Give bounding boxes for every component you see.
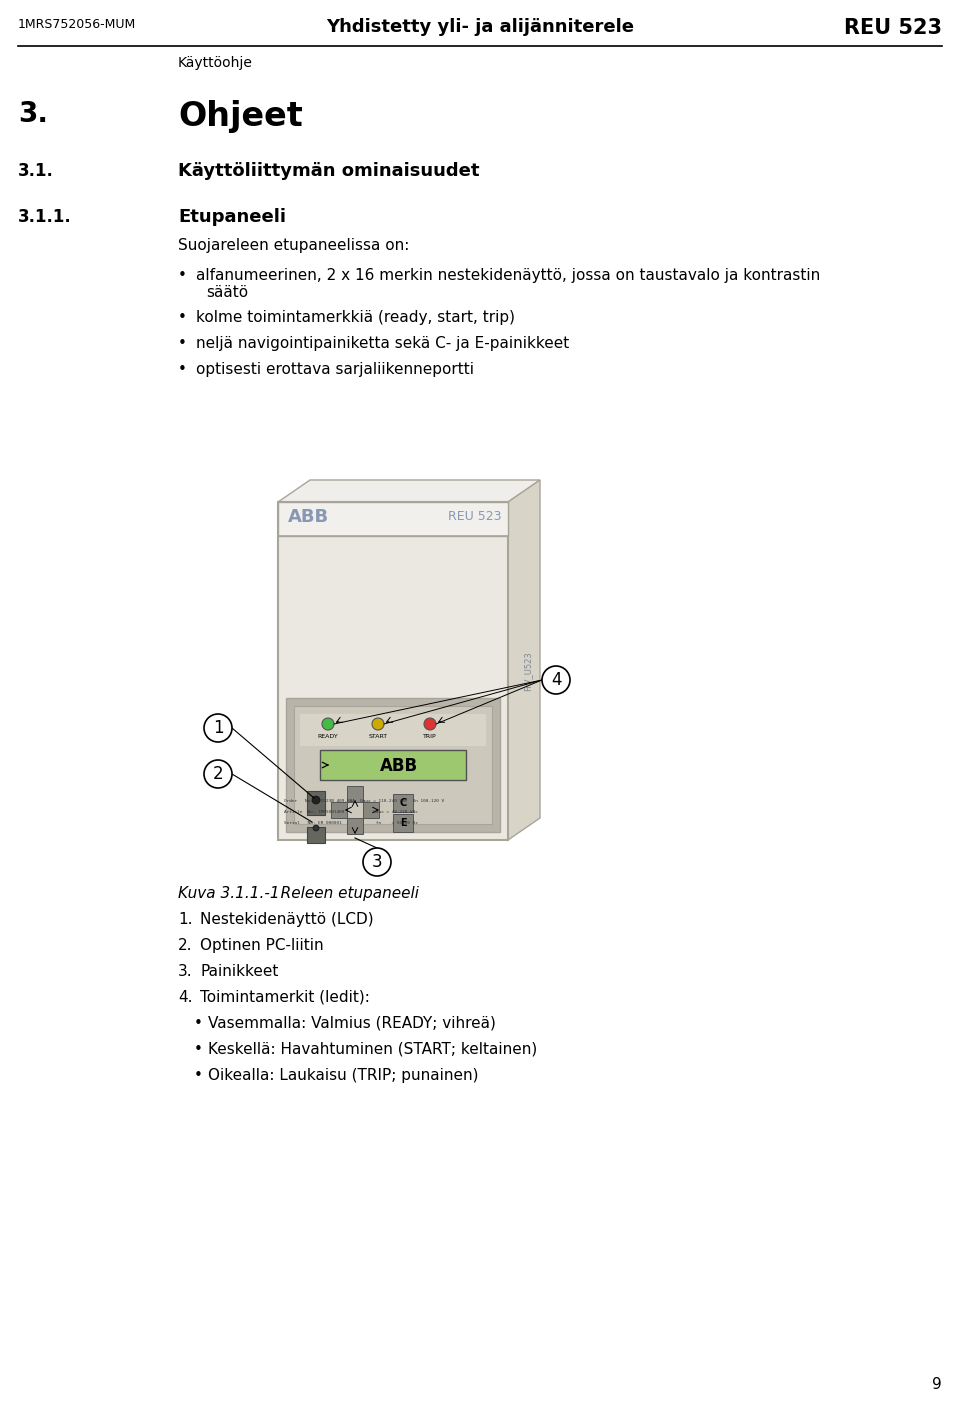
Circle shape xyxy=(312,796,320,803)
FancyBboxPatch shape xyxy=(320,750,466,779)
Text: 3.1.: 3.1. xyxy=(18,162,54,179)
Text: 4.: 4. xyxy=(178,990,193,1005)
Text: 1MRS752056-MUM: 1MRS752056-MUM xyxy=(18,18,136,31)
Text: Käyttöohje: Käyttöohje xyxy=(178,56,252,71)
FancyBboxPatch shape xyxy=(278,503,508,537)
FancyBboxPatch shape xyxy=(300,714,486,746)
Text: •: • xyxy=(178,311,187,325)
Text: Releen etupaneeli: Releen etupaneeli xyxy=(266,885,419,901)
Text: Oikealla: Laukaisu (TRIP; punainen): Oikealla: Laukaisu (TRIP; punainen) xyxy=(208,1067,478,1083)
Text: alfanumeerinen, 2 x 16 merkin nestekidenäyttö, jossa on taustavalo ja kontrastin: alfanumeerinen, 2 x 16 merkin nestekiden… xyxy=(196,268,820,282)
Text: Käyttöliittymän ominaisuudet: Käyttöliittymän ominaisuudet xyxy=(178,162,479,179)
Text: •: • xyxy=(194,1067,203,1083)
Text: Kuva 3.1.1.-1: Kuva 3.1.1.-1 xyxy=(178,885,279,901)
Text: 9: 9 xyxy=(932,1377,942,1392)
Text: REU 523: REU 523 xyxy=(844,18,942,38)
FancyBboxPatch shape xyxy=(347,786,363,802)
Text: Serial   No: ER 000001             fn    = 50/60 Hz: Serial No: ER 000001 fn = 50/60 Hz xyxy=(284,820,418,825)
Text: C: C xyxy=(399,798,407,808)
Text: Suojareleen etupaneelissa on:: Suojareleen etupaneelissa on: xyxy=(178,239,409,253)
Circle shape xyxy=(204,760,232,788)
Circle shape xyxy=(363,849,391,875)
Text: Ohjeet: Ohjeet xyxy=(178,100,302,133)
Text: E: E xyxy=(399,818,406,827)
Text: Toimintamerkit (ledit):: Toimintamerkit (ledit): xyxy=(200,990,370,1005)
FancyBboxPatch shape xyxy=(278,503,508,840)
Text: ABB: ABB xyxy=(380,757,418,775)
Text: •: • xyxy=(178,361,187,377)
Circle shape xyxy=(313,825,319,832)
Text: READY: READY xyxy=(318,734,338,738)
Text: 3.1.1.: 3.1.1. xyxy=(18,208,72,226)
Text: optisesti erottava sarjaliikenneportti: optisesti erottava sarjaliikenneportti xyxy=(196,361,474,377)
Text: Keskellä: Havahtuminen (START; keltainen): Keskellä: Havahtuminen (START; keltainen… xyxy=(208,1042,538,1058)
FancyBboxPatch shape xyxy=(331,802,347,818)
FancyBboxPatch shape xyxy=(347,818,363,834)
Text: neljä navigointipainiketta sekä C- ja E-painikkeet: neljä navigointipainiketta sekä C- ja E-… xyxy=(196,336,569,352)
Text: START: START xyxy=(369,734,388,738)
FancyBboxPatch shape xyxy=(307,791,325,815)
FancyBboxPatch shape xyxy=(393,813,413,832)
Text: säätö: säätö xyxy=(206,285,248,299)
Circle shape xyxy=(322,717,334,730)
FancyBboxPatch shape xyxy=(294,706,492,825)
Text: 1: 1 xyxy=(213,719,224,737)
Text: Etupaneeli: Etupaneeli xyxy=(178,208,286,226)
FancyBboxPatch shape xyxy=(307,827,325,843)
Text: 4: 4 xyxy=(551,671,562,689)
Text: Painikkeet: Painikkeet xyxy=(200,964,278,979)
Text: FrV_U523: FrV_U523 xyxy=(523,651,533,690)
Polygon shape xyxy=(278,480,540,503)
Text: •: • xyxy=(194,1042,203,1058)
Text: •: • xyxy=(194,1017,203,1031)
Text: Article  No: 1MRS091409           Uaux = 48-220 Vdc: Article No: 1MRS091409 Uaux = 48-220 Vdc xyxy=(284,810,418,813)
FancyBboxPatch shape xyxy=(286,698,500,832)
Polygon shape xyxy=(508,480,540,840)
Text: Yhdistetty yli- ja alijänniterele: Yhdistetty yli- ja alijänniterele xyxy=(326,18,634,35)
Text: Nestekidenäyttö (LCD): Nestekidenäyttö (LCD) xyxy=(200,912,373,928)
Text: Optinen PC-liitin: Optinen PC-liitin xyxy=(200,938,324,953)
Text: •: • xyxy=(178,268,187,282)
Text: REU 523: REU 523 xyxy=(448,510,502,522)
Circle shape xyxy=(424,717,436,730)
Circle shape xyxy=(372,717,384,730)
Text: 3: 3 xyxy=(372,853,382,871)
Text: 2: 2 xyxy=(213,765,224,784)
Text: •: • xyxy=(178,336,187,352)
Circle shape xyxy=(204,714,232,741)
Text: 1.: 1. xyxy=(178,912,193,928)
Text: 3.: 3. xyxy=(18,100,48,128)
Circle shape xyxy=(542,666,570,695)
Text: Order   No: REU523B 409-BAA  Uaux = 110-240 Vac  Un 100-120 V: Order No: REU523B 409-BAA Uaux = 110-240… xyxy=(284,799,444,803)
Text: 3.: 3. xyxy=(178,964,193,979)
Text: kolme toimintamerkkiä (ready, start, trip): kolme toimintamerkkiä (ready, start, tri… xyxy=(196,311,515,325)
FancyBboxPatch shape xyxy=(393,794,413,812)
Text: 2.: 2. xyxy=(178,938,193,953)
Text: ABB: ABB xyxy=(288,508,329,527)
Text: TRIP: TRIP xyxy=(423,734,437,738)
FancyBboxPatch shape xyxy=(363,802,379,818)
Text: Vasemmalla: Valmius (READY; vihreä): Vasemmalla: Valmius (READY; vihreä) xyxy=(208,1017,496,1031)
